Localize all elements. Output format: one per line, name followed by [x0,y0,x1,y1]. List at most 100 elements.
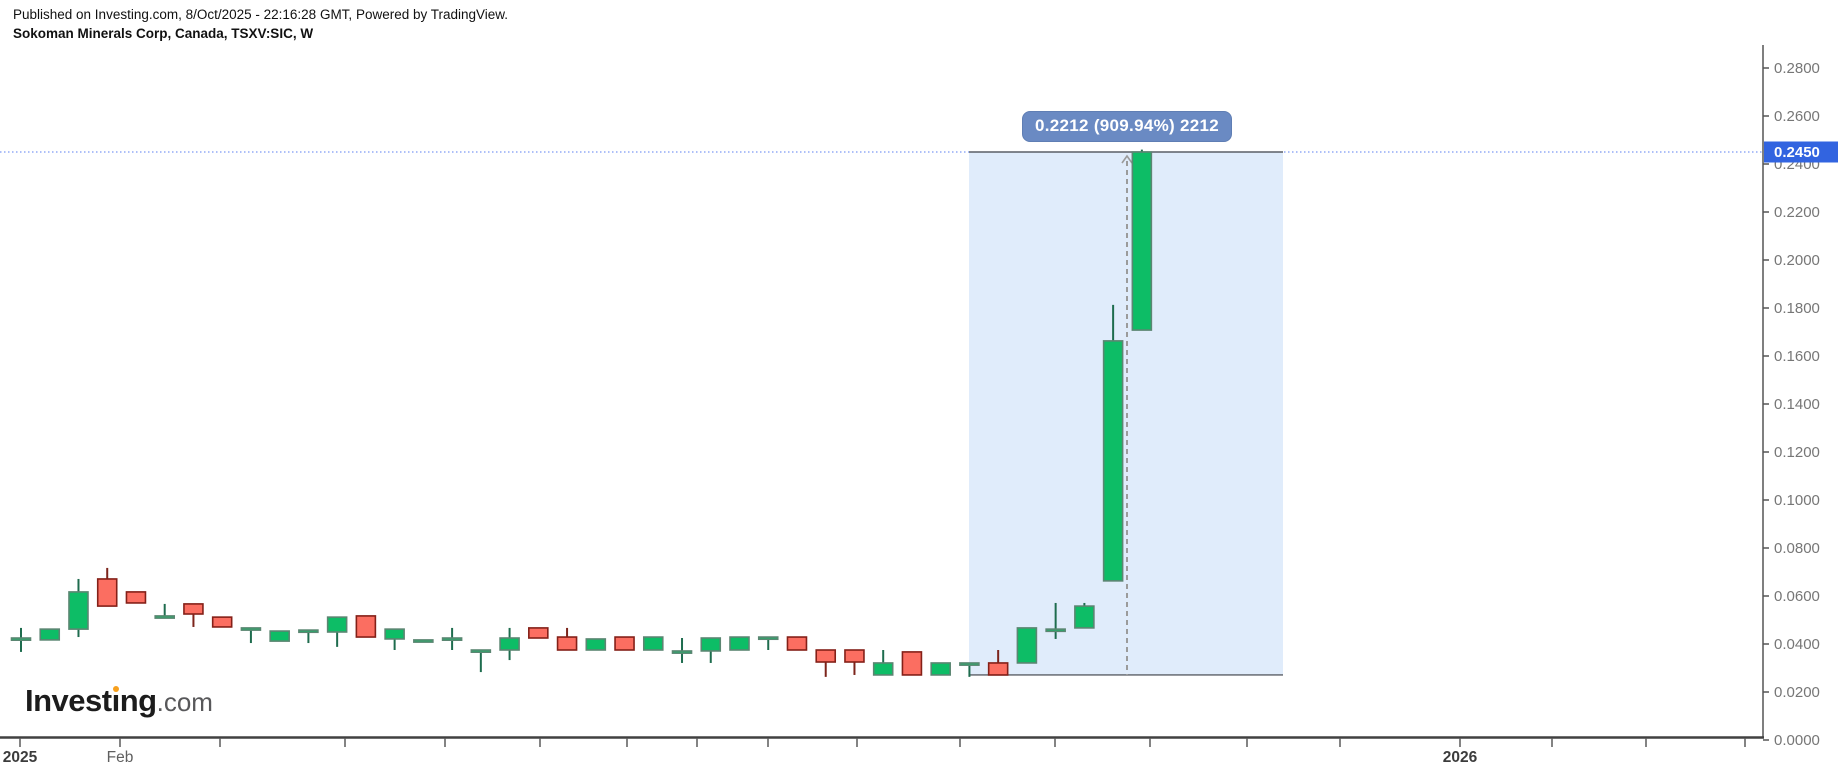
price-tick-label: 0.2800 [1774,60,1820,77]
current-price-tag [1764,141,1838,163]
price-tick-label: 0.2200 [1774,204,1820,221]
candle-body [1016,627,1038,664]
candle-body [441,637,463,642]
candle [959,662,980,677]
candle [39,628,61,641]
investing-logo: Investı ng.com [25,683,213,718]
candle [844,649,865,675]
candle-body [39,628,61,641]
candle [1102,304,1124,582]
candle-body [154,615,175,619]
price-tick-label: 0.1800 [1774,300,1820,317]
candle [930,662,951,676]
candle-body [298,629,319,634]
price-tick-label: 0.0000 [1774,732,1820,749]
candle-body [844,649,865,663]
candle [298,629,319,644]
candle-body [585,638,607,651]
candle [240,627,262,644]
candle [987,650,1009,676]
candle-body [183,603,204,615]
candle-body [872,662,894,676]
candle [1045,602,1066,639]
candle [614,636,635,651]
candle-body [240,627,262,631]
candle [441,627,463,650]
candle-body [528,627,549,639]
candle-body [815,649,837,663]
candle [815,649,837,677]
candle [671,638,693,663]
candle-body [987,662,1009,676]
candle [1131,149,1153,331]
candle-body [326,616,348,633]
candle [585,638,607,651]
candle-body [1102,340,1124,582]
price-tick-label: 0.0600 [1774,588,1820,605]
price-tick-label: 0.1000 [1774,492,1820,509]
candle [1016,627,1038,664]
candle-body [1074,605,1095,629]
candle [757,636,779,650]
candle [384,628,405,650]
candle [326,616,348,647]
candle [901,651,923,676]
candle-body [1045,628,1066,633]
candle [1074,602,1095,629]
candle [786,636,808,651]
candle-body [68,591,89,630]
candle [183,603,204,627]
candle-body [355,615,377,638]
candle [556,627,578,651]
price-tick-label: 0.2600 [1774,108,1820,125]
candle [154,603,175,619]
published-info-line: Published on Investing.com, 8/Oct/2025 -… [13,7,509,22]
candle-body [614,636,635,651]
candle [355,615,377,638]
candle [872,650,894,676]
candle-body [786,636,808,651]
candle [269,630,290,642]
candle-body [269,630,290,642]
price-tick-label: 0.0800 [1774,540,1820,557]
price-tick-label: 0.1400 [1774,396,1820,413]
candle [470,649,492,673]
logo-orange-dot-i: ı [111,683,121,718]
price-tick-label: 0.0400 [1774,636,1820,653]
instrument-title: Sokoman Minerals Corp, Canada, TSXV:SIC,… [13,26,314,41]
time-axis-label: 2026 [1443,749,1478,766]
measure-tool-badge[interactable]: 0.2212 (909.94%) 2212 [1022,111,1232,142]
candle [700,637,722,663]
candle [413,639,434,643]
time-axis-label: Feb [107,749,134,766]
candle-body [211,616,233,628]
candle-body [700,637,722,652]
candle [211,616,233,628]
candle-body [901,651,923,676]
candle-body [671,650,693,654]
candle-body [470,649,492,654]
candle [10,627,32,652]
candle [528,627,549,639]
candle-body [729,636,750,651]
candle [68,578,89,638]
candle-body [413,639,434,643]
candle-body [757,636,779,641]
measure-arrow-up-icon [1121,154,1133,164]
candle-body [10,637,32,642]
candle [125,591,147,604]
current-price-tag-label: 0.2450 [1774,144,1820,161]
candle-body [499,637,520,651]
price-tick-label: 0.1200 [1774,444,1820,461]
candle [642,636,664,651]
orange-dot-icon [112,686,119,692]
candle-body [556,636,578,651]
candle-body [384,628,405,640]
candle-body [930,662,951,676]
price-tick-label: 0.0200 [1774,684,1820,701]
time-axis-label: 2025 [3,749,38,766]
price-tick-label: 0.2000 [1774,252,1820,269]
